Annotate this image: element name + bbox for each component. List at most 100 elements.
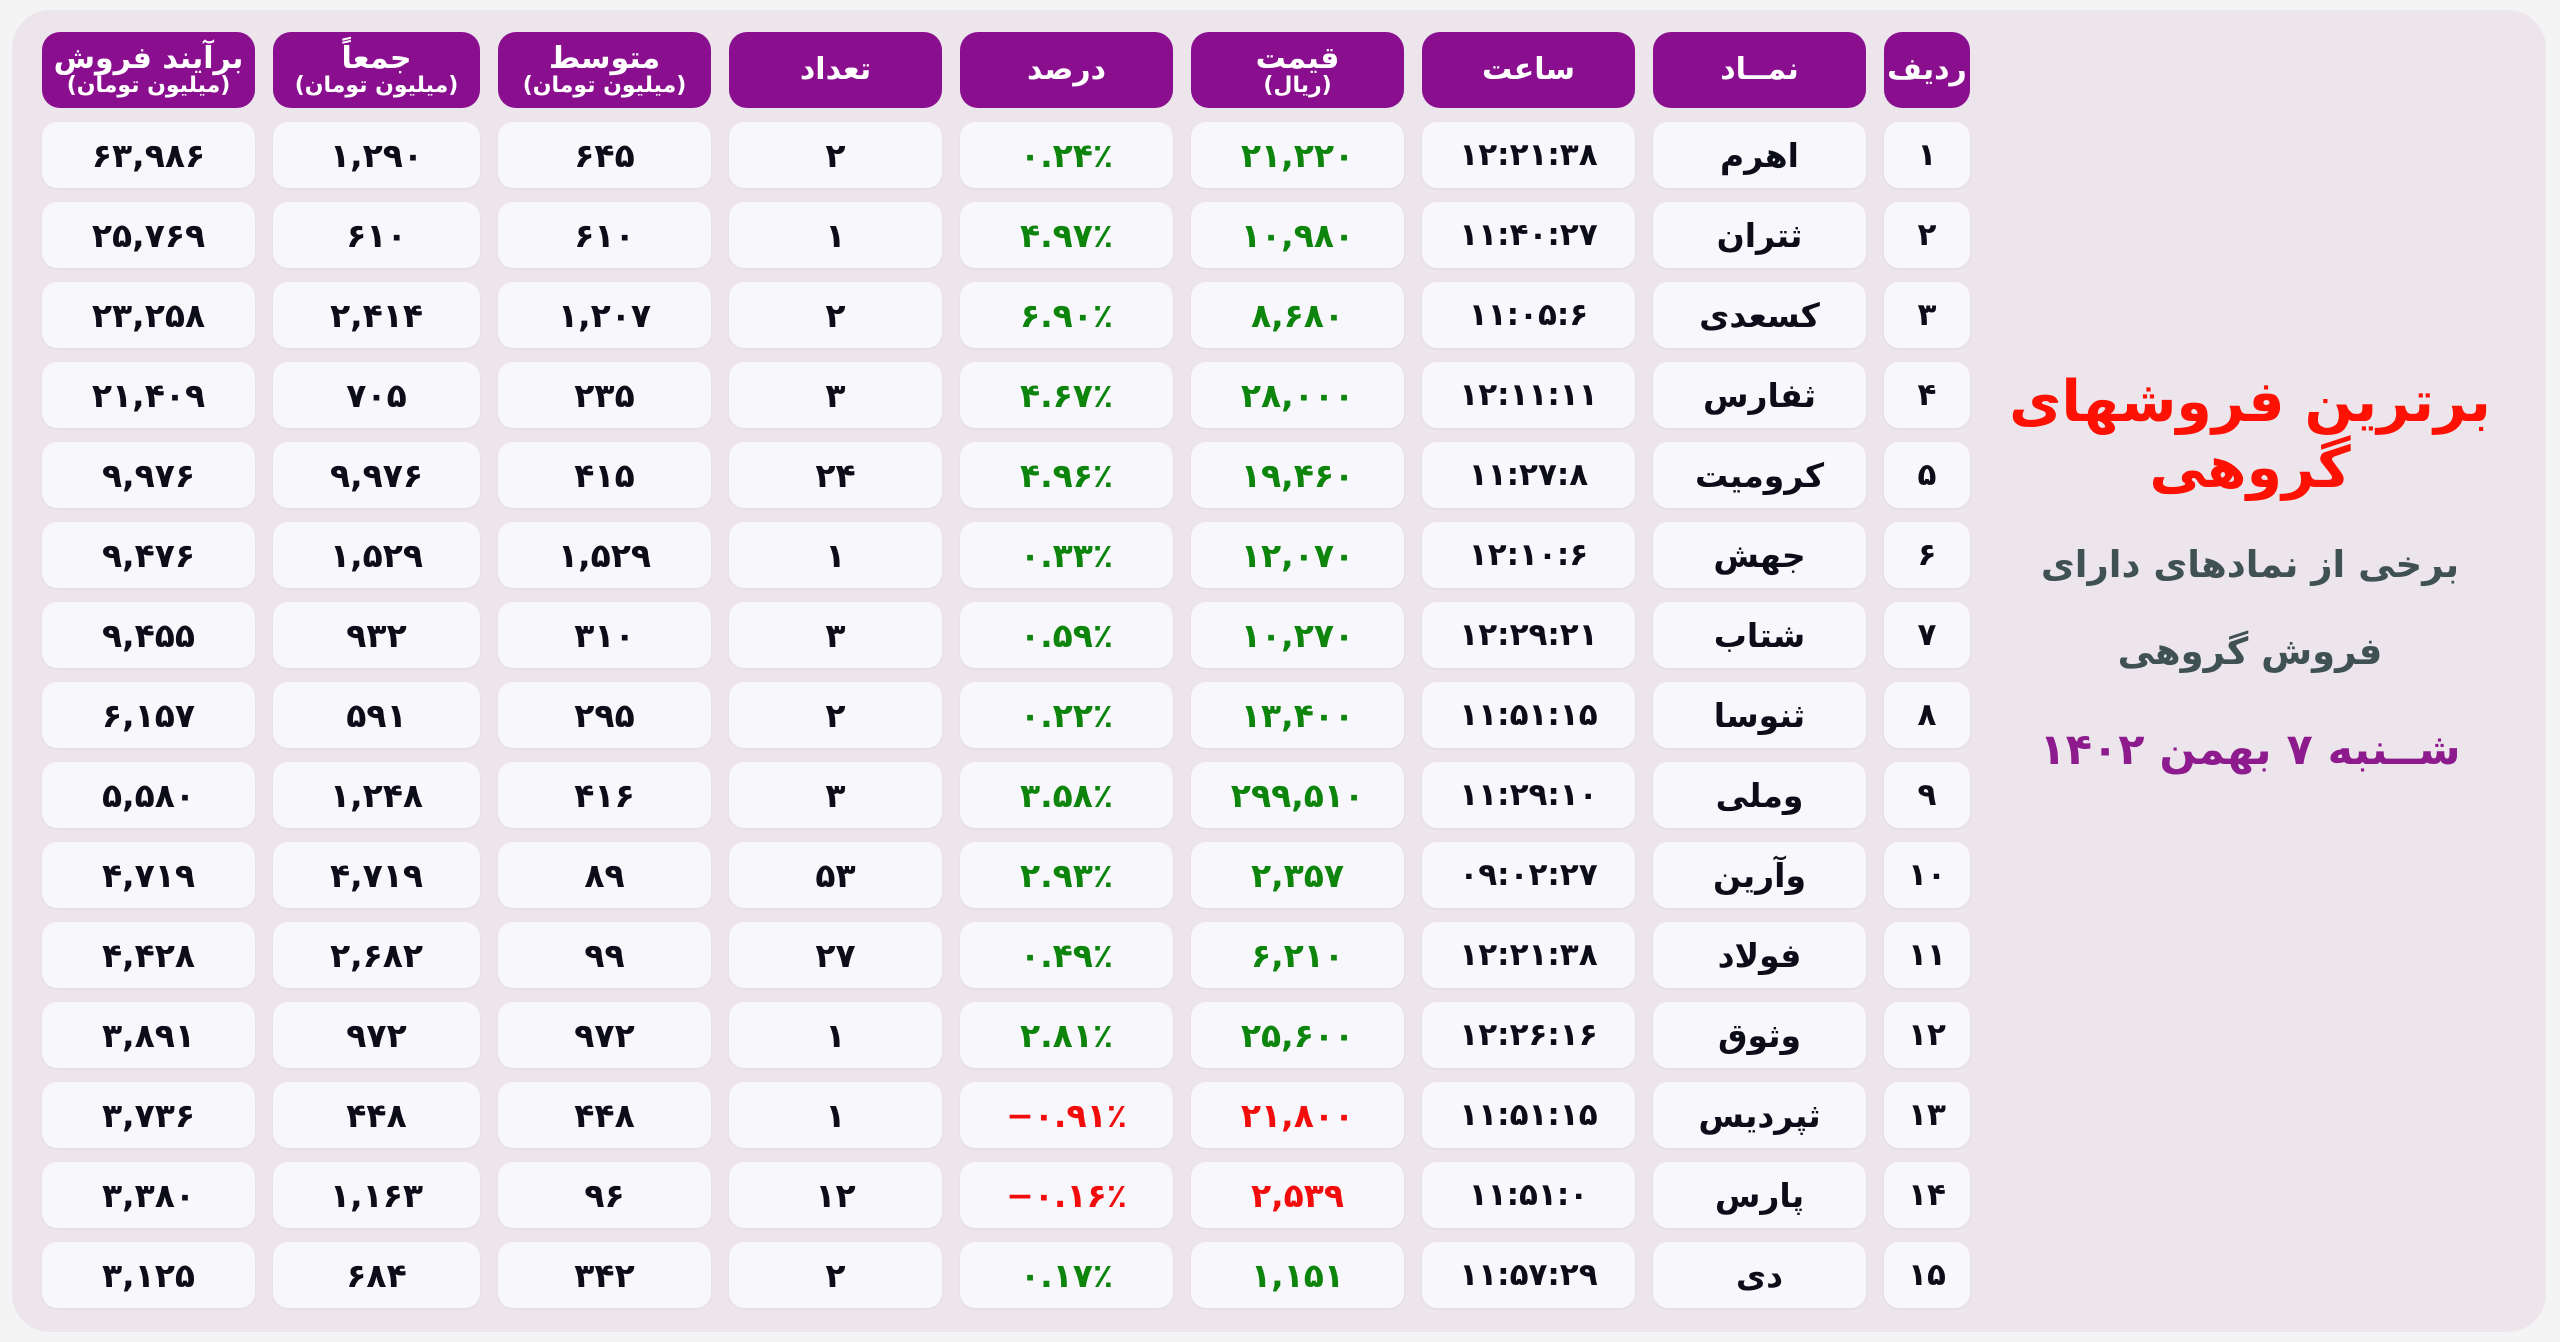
cell-radif: ۸ bbox=[1884, 682, 1970, 748]
column-header-jaman: جمعاً (میلیون تومان) bbox=[273, 32, 480, 108]
cell-tedad: ۱ bbox=[729, 1002, 942, 1068]
cell-barayand: ۶,۱۵۷ bbox=[42, 682, 255, 748]
cell-radif: ۱۳ bbox=[1884, 1082, 1970, 1148]
cell-tedad: ۲ bbox=[729, 122, 942, 188]
cell-jaman: ۵۹۱ bbox=[273, 682, 480, 748]
cell-darsad: ۶.۹۰٪ bbox=[960, 282, 1173, 348]
top-group-sales-table: ردیف نمــاد ساعت قیمت (ریال) درصد تعداد … bbox=[32, 32, 1970, 1312]
column-header-label: ردیف bbox=[1887, 52, 1967, 88]
cell-radif: ۱۲ bbox=[1884, 1002, 1970, 1068]
cell-jaman: ۴,۷۱۹ bbox=[273, 842, 480, 908]
column-header-unit: (میلیون تومان) bbox=[522, 73, 687, 99]
column-header-label: جمعاً bbox=[341, 40, 412, 76]
cell-gheymat: ۲۹۹,۵۱۰ bbox=[1191, 762, 1404, 828]
cell-radif: ۱۰ bbox=[1884, 842, 1970, 908]
cell-darsad: ۳.۵۸٪ bbox=[960, 762, 1173, 828]
cell-darsad: ۰.۲۴٪ bbox=[960, 122, 1173, 188]
cell-jaman: ۴۴۸ bbox=[273, 1082, 480, 1148]
cell-darsad: ۰.۱۷٪ bbox=[960, 1242, 1173, 1308]
cell-saat: ۱۱:۰۵:۶ bbox=[1422, 282, 1635, 348]
cell-radif: ۱۱ bbox=[1884, 922, 1970, 988]
report-subtitle-line2: فروش گروهی bbox=[2117, 630, 2383, 674]
column-header-label: قیمت bbox=[1255, 40, 1340, 76]
cell-saat: ۱۱:۲۹:۱۰ bbox=[1422, 762, 1635, 828]
column-header-saat: ساعت bbox=[1422, 32, 1635, 108]
cell-gheymat: ۲۸,۰۰۰ bbox=[1191, 362, 1404, 428]
cell-gheymat: ۲,۵۳۹ bbox=[1191, 1162, 1404, 1228]
cell-barayand: ۶۳,۹۸۶ bbox=[42, 122, 255, 188]
cell-gheymat: ۱۰,۲۷۰ bbox=[1191, 602, 1404, 668]
cell-barayand: ۳,۸۹۱ bbox=[42, 1002, 255, 1068]
cell-barayand: ۲۳,۲۵۸ bbox=[42, 282, 255, 348]
cell-darsad: ۰.۵۹٪ bbox=[960, 602, 1173, 668]
cell-radif: ۹ bbox=[1884, 762, 1970, 828]
cell-radif: ۳ bbox=[1884, 282, 1970, 348]
column-header-namad: نمــاد bbox=[1653, 32, 1866, 108]
cell-tedad: ۳ bbox=[729, 762, 942, 828]
cell-namad: کسعدی bbox=[1653, 282, 1866, 348]
cell-jaman: ۲,۴۱۴ bbox=[273, 282, 480, 348]
cell-saat: ۱۲:۲۹:۲۱ bbox=[1422, 602, 1635, 668]
report-title: برترین فروشهای گروهی bbox=[2009, 369, 2491, 501]
cell-darsad: ۰.۳۳٪ bbox=[960, 522, 1173, 588]
cell-gheymat: ۱۲,۰۷۰ bbox=[1191, 522, 1404, 588]
cell-tedad: ۲۷ bbox=[729, 922, 942, 988]
cell-namad: اهرم bbox=[1653, 122, 1866, 188]
cell-namad: دی bbox=[1653, 1242, 1866, 1308]
column-header-unit: (میلیون تومان) bbox=[66, 73, 231, 99]
cell-saat: ۱۱:۲۷:۸ bbox=[1422, 442, 1635, 508]
cell-jaman: ۹۳۲ bbox=[273, 602, 480, 668]
cell-barayand: ۴,۷۱۹ bbox=[42, 842, 255, 908]
cell-barayand: ۲۱,۴۰۹ bbox=[42, 362, 255, 428]
cell-barayand: ۹,۹۷۶ bbox=[42, 442, 255, 508]
cell-namad: ثفارس bbox=[1653, 362, 1866, 428]
cell-namad: وثوق bbox=[1653, 1002, 1866, 1068]
cell-gheymat: ۱۳,۴۰۰ bbox=[1191, 682, 1404, 748]
cell-motevaset: ۳۴۲ bbox=[498, 1242, 711, 1308]
title-block: برترین فروشهای گروهی برخی از نمادهای دار… bbox=[1970, 32, 2530, 1312]
column-header-darsad: درصد bbox=[960, 32, 1173, 108]
cell-motevaset: ۸۹ bbox=[498, 842, 711, 908]
cell-radif: ۵ bbox=[1884, 442, 1970, 508]
cell-radif: ۱۵ bbox=[1884, 1242, 1970, 1308]
cell-barayand: ۵,۵۸۰ bbox=[42, 762, 255, 828]
cell-jaman: ۹۷۲ bbox=[273, 1002, 480, 1068]
cell-tedad: ۳ bbox=[729, 362, 942, 428]
cell-darsad: ۰.۴۹٪ bbox=[960, 922, 1173, 988]
cell-radif: ۴ bbox=[1884, 362, 1970, 428]
column-header-label: درصد bbox=[1027, 52, 1106, 88]
cell-darsad: ۲.۹۳٪ bbox=[960, 842, 1173, 908]
cell-radif: ۱ bbox=[1884, 122, 1970, 188]
cell-barayand: ۳,۱۲۵ bbox=[42, 1242, 255, 1308]
column-header-label: متوسط bbox=[548, 40, 661, 76]
cell-jaman: ۱,۲۹۰ bbox=[273, 122, 480, 188]
cell-jaman: ۱,۱۶۳ bbox=[273, 1162, 480, 1228]
cell-gheymat: ۲۱,۲۲۰ bbox=[1191, 122, 1404, 188]
cell-saat: ۱۲:۱۰:۶ bbox=[1422, 522, 1635, 588]
cell-barayand: ۹,۴۷۶ bbox=[42, 522, 255, 588]
cell-saat: ۱۲:۱۱:۱۱ bbox=[1422, 362, 1635, 428]
cell-jaman: ۲,۶۸۲ bbox=[273, 922, 480, 988]
cell-namad: وملی bbox=[1653, 762, 1866, 828]
cell-tedad: ۲ bbox=[729, 682, 942, 748]
cell-tedad: ۳ bbox=[729, 602, 942, 668]
cell-gheymat: ۲,۳۵۷ bbox=[1191, 842, 1404, 908]
cell-motevaset: ۹۷۲ bbox=[498, 1002, 711, 1068]
report-subtitle-line1: برخی از نمادهای دارای bbox=[2040, 543, 2460, 587]
cell-namad: وآرین bbox=[1653, 842, 1866, 908]
cell-darsad: −۰.۱۶٪ bbox=[960, 1162, 1173, 1228]
cell-darsad: ۴.۹۶٪ bbox=[960, 442, 1173, 508]
cell-darsad: ۰.۲۲٪ bbox=[960, 682, 1173, 748]
cell-namad: پارس bbox=[1653, 1162, 1866, 1228]
cell-tedad: ۱ bbox=[729, 1082, 942, 1148]
cell-saat: ۱۱:۵۱:۰ bbox=[1422, 1162, 1635, 1228]
cell-radif: ۶ bbox=[1884, 522, 1970, 588]
cell-tedad: ۲۴ bbox=[729, 442, 942, 508]
report-panel: ردیف نمــاد ساعت قیمت (ریال) درصد تعداد … bbox=[12, 10, 2546, 1332]
column-header-gheymat: قیمت (ریال) bbox=[1191, 32, 1404, 108]
cell-gheymat: ۸,۶۸۰ bbox=[1191, 282, 1404, 348]
cell-motevaset: ۱,۵۲۹ bbox=[498, 522, 711, 588]
cell-barayand: ۹,۴۵۵ bbox=[42, 602, 255, 668]
cell-gheymat: ۶,۲۱۰ bbox=[1191, 922, 1404, 988]
